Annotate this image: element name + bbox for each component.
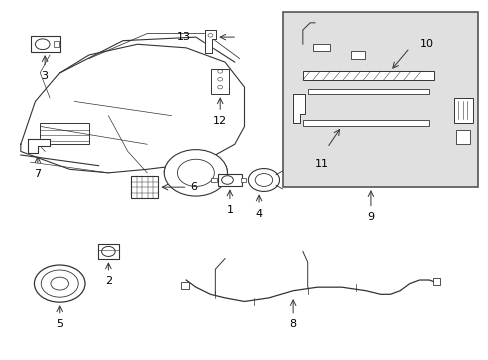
Bar (302, 71, 433, 80)
Polygon shape (204, 30, 216, 53)
Text: 9: 9 (366, 212, 374, 222)
Circle shape (34, 265, 85, 302)
Bar (240, 178, 246, 182)
Polygon shape (28, 139, 50, 153)
Bar (283, 12, 477, 187)
Bar (40, 123, 89, 144)
Text: 2: 2 (104, 276, 112, 287)
Text: 13: 13 (177, 32, 191, 42)
Bar (455, 130, 468, 144)
Text: 10: 10 (419, 39, 433, 49)
Circle shape (248, 168, 279, 192)
Text: 1: 1 (226, 205, 233, 215)
Bar (211, 69, 228, 94)
Circle shape (164, 150, 227, 196)
Bar (211, 178, 217, 182)
Bar (453, 98, 472, 123)
Text: 4: 4 (255, 208, 262, 219)
Bar (131, 176, 158, 198)
Polygon shape (292, 94, 305, 123)
Bar (432, 278, 440, 285)
Text: 8: 8 (289, 319, 296, 329)
Bar (312, 44, 329, 51)
Text: 12: 12 (213, 116, 227, 126)
Bar (54, 41, 59, 47)
Bar (30, 36, 60, 52)
Text: 7: 7 (34, 169, 41, 179)
Bar (307, 89, 428, 94)
Text: 5: 5 (56, 319, 63, 329)
Bar (302, 120, 428, 126)
Text: 3: 3 (41, 71, 48, 81)
Bar (217, 174, 242, 186)
Text: 11: 11 (315, 158, 328, 168)
Bar (181, 282, 188, 289)
Text: 6: 6 (190, 182, 197, 192)
Bar (98, 244, 119, 259)
Bar (351, 51, 365, 59)
